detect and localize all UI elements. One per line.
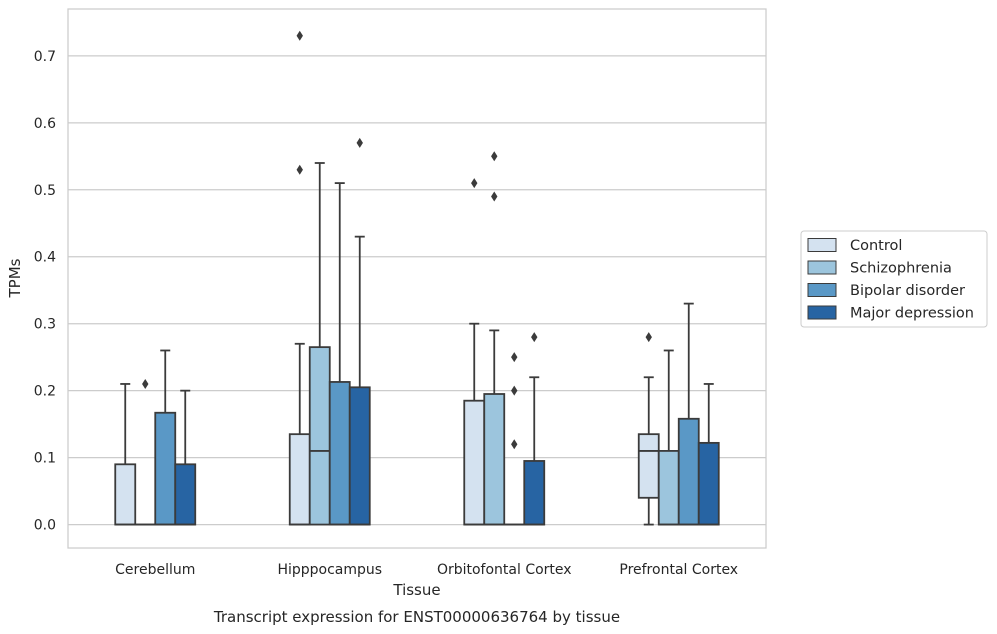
legend-label: Control (850, 238, 902, 254)
box (114, 383, 137, 526)
box (523, 332, 546, 526)
y-axis-title: TPMs (6, 258, 24, 298)
box (134, 378, 157, 526)
box-iqr (308, 346, 331, 526)
box (697, 383, 720, 526)
box-iqr (523, 460, 546, 526)
box-iqr (174, 463, 197, 526)
legend: Control Schizophrenia Bipolar disorder Majo… (800, 230, 988, 328)
legend-swatch (807, 238, 837, 252)
box (174, 389, 197, 526)
box-iqr (657, 450, 680, 526)
outlier-point (296, 30, 303, 41)
outlier-point (511, 352, 518, 363)
outlier-point (356, 137, 363, 148)
box (308, 162, 331, 526)
legend-label: Schizophrenia (850, 261, 952, 277)
y-tick-label: 0.2 (34, 384, 56, 400)
box (348, 137, 371, 526)
box-iqr (114, 463, 137, 526)
box-iqr (154, 411, 177, 526)
y-tick-label: 0.0 (34, 518, 56, 534)
x-tick-label: Hipppocampus (277, 562, 382, 578)
y-tick-label: 0.3 (34, 317, 56, 333)
box (483, 151, 506, 526)
plot-area-frame (67, 8, 767, 549)
box (328, 182, 351, 526)
outlier-point (491, 191, 498, 202)
outlier-point (296, 164, 303, 175)
outlier-point (511, 439, 518, 450)
outlier-point (471, 178, 478, 189)
outlier-point (531, 332, 538, 343)
box (288, 30, 311, 526)
outlier-point (645, 332, 652, 343)
box (677, 302, 700, 526)
outlier-point (511, 385, 518, 396)
box (503, 352, 526, 526)
box-iqr (348, 386, 371, 526)
legend-items: Control Schizophrenia Bipolar disorder Majo… (807, 238, 974, 322)
outlier-point (142, 378, 149, 389)
box-iqr (697, 441, 720, 526)
chart-caption: Transcript expression for ENST0000063676… (213, 608, 620, 626)
box (463, 178, 486, 526)
y-tick-label: 0.7 (34, 49, 56, 65)
x-tick-label: Orbitofontal Cortex (437, 562, 572, 578)
legend-swatch (807, 283, 837, 297)
legend-label: Bipolar disorder (850, 283, 965, 299)
boxes (114, 30, 720, 526)
box-iqr (637, 433, 660, 499)
box-iqr (483, 393, 506, 526)
y-tick-label: 0.4 (34, 250, 56, 266)
y-tick-label: 0.6 (34, 116, 56, 132)
box-iqr (677, 417, 700, 526)
box-iqr (288, 433, 311, 526)
legend-frame (800, 230, 988, 328)
legend-label: Major depression (850, 306, 974, 322)
y-tick-label: 0.5 (34, 183, 56, 199)
y-tick-label: 0.1 (34, 451, 56, 467)
box (154, 349, 177, 526)
x-tick-label: Cerebellum (115, 562, 195, 578)
x-tick-labels: Cerebellum Hipppocampus Orbitofontal Corte… (115, 562, 738, 578)
box-iqr (328, 381, 351, 526)
box (657, 349, 680, 526)
y-tick-labels: 0.0 0.1 0.2 0.3 0.4 0.5 0.6 0.7 (34, 49, 56, 534)
legend-swatch (807, 260, 837, 275)
x-tick-label: Prefrontal Cortex (619, 562, 738, 578)
box-iqr (463, 399, 486, 526)
box (637, 332, 660, 526)
outlier-point (491, 151, 498, 162)
legend-swatch (807, 305, 837, 320)
x-axis-title: Tissue (392, 581, 440, 599)
